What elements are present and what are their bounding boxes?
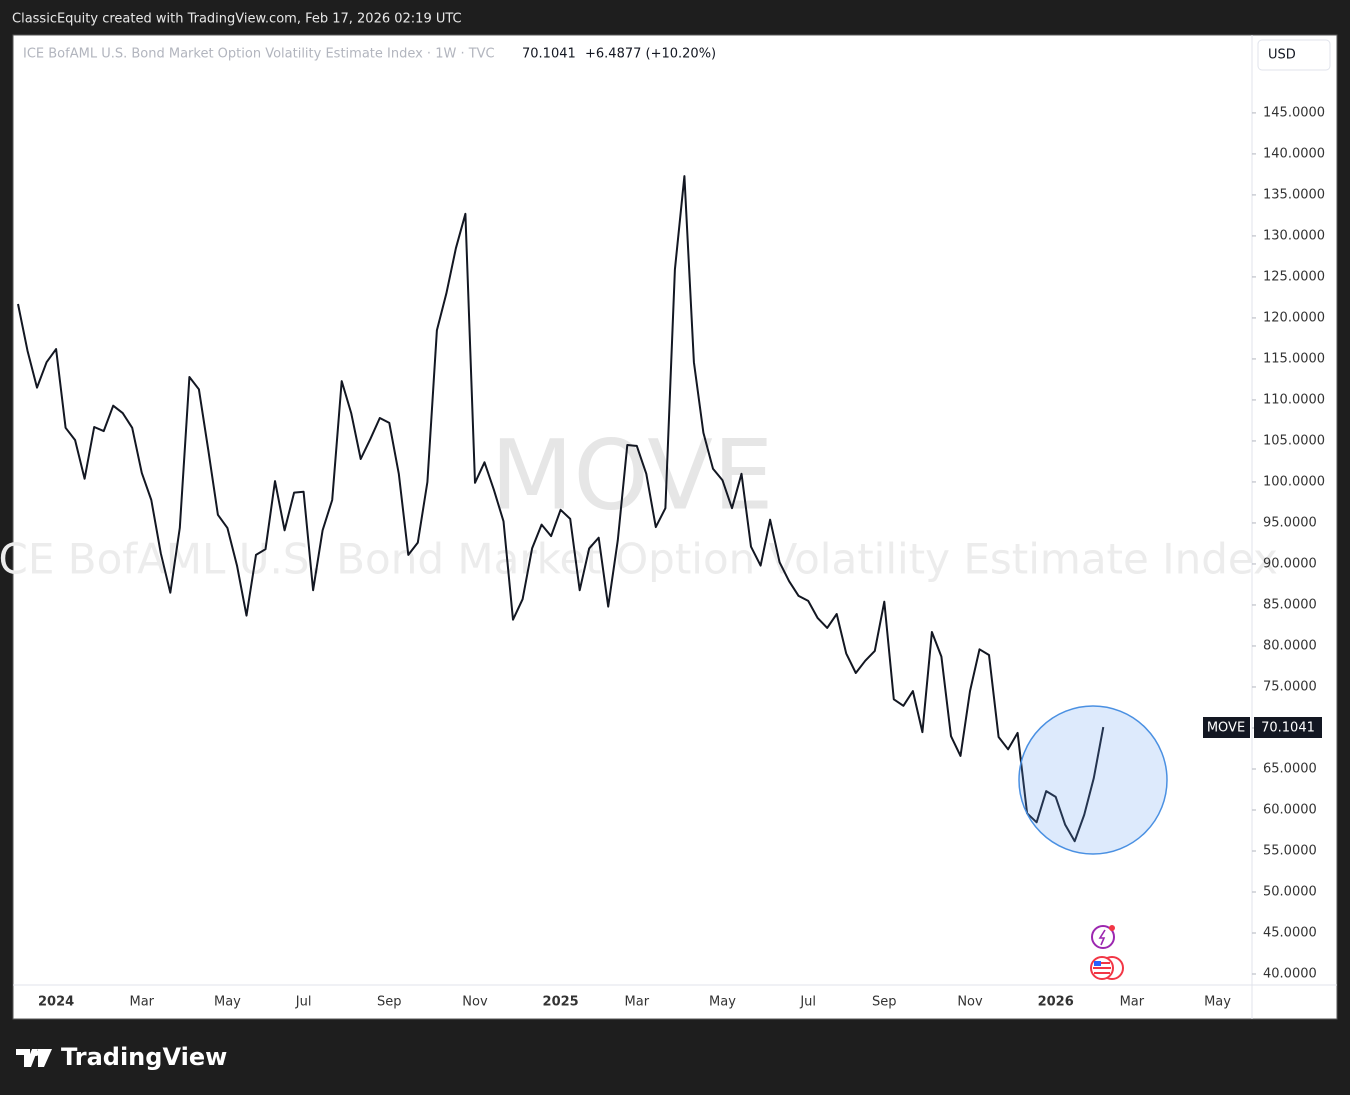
legend-title: ICE BofAML U.S. Bond Market Option Volat… [23,47,495,62]
x-tick-label: Nov [462,995,488,1010]
x-tick-label: May [1204,995,1231,1010]
x-tick-label: 2025 [543,995,579,1010]
y-tick-label: 135.0000 [1263,187,1325,202]
legend-change: +6.4877 (+10.20%) [585,47,716,62]
highlight-circle [1018,705,1168,855]
price-line [17,175,1105,843]
x-tick-label: 2024 [38,995,74,1010]
y-tick-label: 120.0000 [1263,310,1325,325]
x-tick-label: Jul [799,995,816,1010]
x-tick-label: Jul [295,995,312,1010]
watermark-name: ICE BofAML U.S. Bond Market Option Volat… [0,535,1278,584]
x-tick-label: Mar [625,995,650,1010]
y-tick-label: 95.0000 [1263,515,1317,530]
y-tick-label: 110.0000 [1263,392,1325,407]
flag-canton [1094,961,1101,966]
y-tick-label: 85.0000 [1263,597,1317,612]
y-tick-label: 55.0000 [1263,843,1317,858]
x-tick-label: Mar [129,995,154,1010]
y-tick-label: 50.0000 [1263,885,1317,900]
x-tick-label: May [709,995,736,1010]
event-icon[interactable] [1091,925,1115,949]
y-tick-label: 145.0000 [1263,105,1325,120]
x-tick-label: May [214,995,241,1010]
y-tick-label: 60.0000 [1263,802,1317,817]
x-tick-label: Mar [1120,995,1145,1010]
x-tick-label: 2026 [1038,995,1074,1010]
legend-last: 70.1041 [522,47,576,62]
symbol-tag-label: MOVE [1207,721,1245,736]
brand-logo-dot [33,1050,39,1056]
y-tick-label: 105.0000 [1263,433,1325,448]
y-tick-label: 65.0000 [1263,761,1317,776]
currency: USD [1268,48,1296,63]
price-tag-label: 70.1041 [1261,721,1315,736]
y-tick-label: 115.0000 [1263,351,1325,366]
x-tick-label: Nov [957,995,983,1010]
chart-panel [12,34,1338,1020]
symbol-tag [1203,717,1250,738]
y-tick-label: 130.0000 [1263,228,1325,243]
x-tick-label: Sep [377,995,402,1010]
currency-button[interactable] [1257,39,1331,71]
y-tick-label: 140.0000 [1263,146,1325,161]
y-tick-label: 100.0000 [1263,474,1325,489]
x-tick-label: Sep [872,995,897,1010]
event-icon-bolt [1098,929,1106,946]
credit: ClassicEquity created with TradingView.c… [12,12,462,27]
event-dot [1109,925,1115,931]
y-tick-label: 90.0000 [1263,556,1317,571]
y-tick-label: 40.0000 [1263,967,1317,982]
y-tick-label: 75.0000 [1263,679,1317,694]
watermark-symbol: MOVE [490,419,773,531]
y-tick-label: 45.0000 [1263,926,1317,941]
y-tick-label: 80.0000 [1263,638,1317,653]
brand-logo-part [38,1049,52,1067]
y-tick-label: 125.0000 [1263,269,1325,284]
brand-name: TradingView [61,1043,227,1071]
price-tag [1254,717,1322,738]
brand-logo [16,1049,38,1067]
